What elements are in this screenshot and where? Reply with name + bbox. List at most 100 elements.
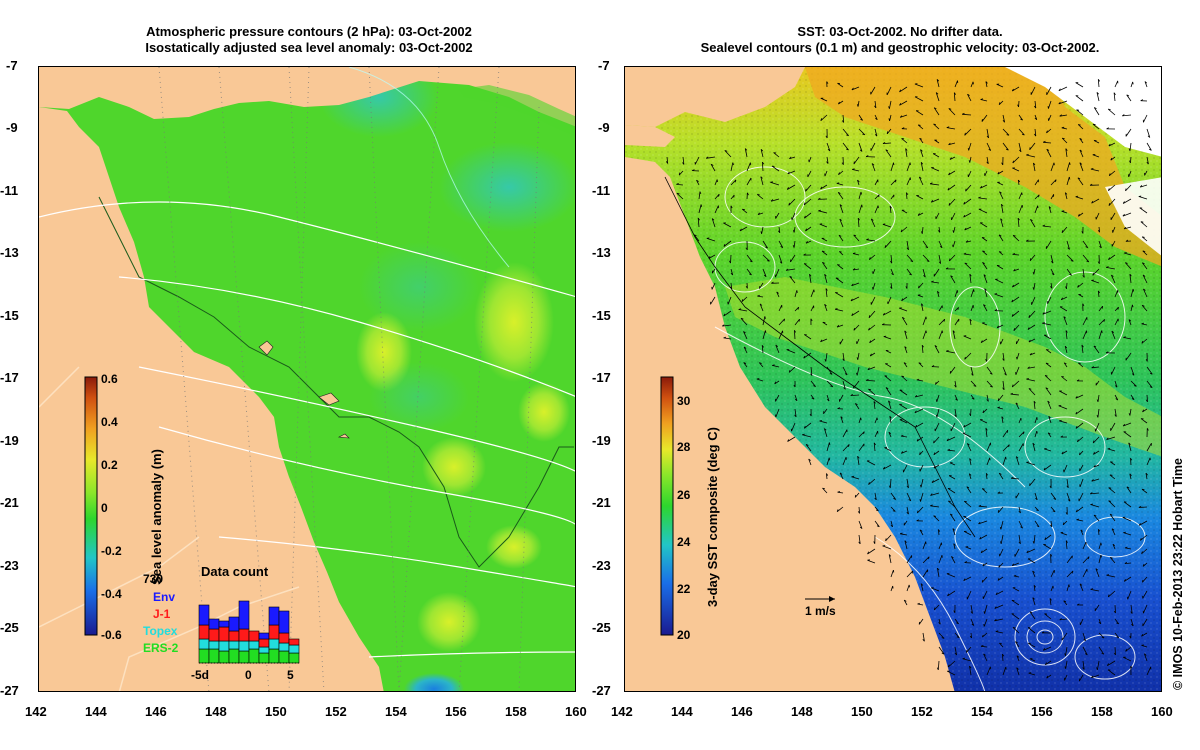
velocity-arrow bbox=[804, 212, 812, 219]
velocity-arrow bbox=[1059, 420, 1068, 424]
velocity-arrow-head bbox=[1066, 485, 1069, 489]
velocity-arrow-head bbox=[971, 373, 974, 376]
velocity-arrow-head bbox=[1128, 148, 1131, 151]
velocity-arrow bbox=[824, 304, 828, 312]
velocity-arrow-head bbox=[997, 406, 1000, 408]
velocity-arrow bbox=[1034, 506, 1039, 511]
velocity-arrow bbox=[1011, 296, 1020, 303]
velocity-arrow-head bbox=[915, 424, 918, 428]
velocity-arrow bbox=[1144, 170, 1148, 176]
velocity-arrow-head bbox=[951, 556, 954, 559]
velocity-arrow-head bbox=[948, 108, 952, 110]
left-ytick-2: -11 bbox=[0, 183, 19, 198]
velocity-arrow-head bbox=[834, 308, 838, 310]
velocity-arrow-head bbox=[967, 443, 970, 446]
velocity-arrow bbox=[1093, 107, 1100, 116]
velocity-arrow-head bbox=[964, 500, 967, 503]
velocity-arrow-head bbox=[873, 401, 876, 404]
velocity-arrow bbox=[982, 408, 988, 414]
velocity-arrow-head bbox=[1079, 162, 1083, 165]
velocity-arrow-head bbox=[1111, 330, 1115, 334]
velocity-arrow-head bbox=[963, 424, 966, 428]
velocity-arrow-head bbox=[1132, 304, 1134, 308]
velocity-arrow-head bbox=[1049, 485, 1052, 489]
velocity-arrow bbox=[872, 282, 876, 290]
velocity-arrow-head bbox=[1113, 92, 1116, 96]
velocity-arrow bbox=[1144, 81, 1148, 88]
velocity-arrow-head bbox=[770, 199, 774, 202]
velocity-arrow bbox=[1066, 240, 1070, 250]
velocity-arrow bbox=[889, 416, 892, 424]
velocity-arrow bbox=[1075, 95, 1084, 102]
velocity-arrow-head bbox=[1064, 666, 1067, 669]
velocity-arrow bbox=[1050, 585, 1054, 592]
velocity-arrow bbox=[1027, 366, 1036, 369]
velocity-arrow-head bbox=[1093, 452, 1095, 455]
velocity-arrow bbox=[981, 237, 988, 242]
velocity-arrow-head bbox=[1111, 274, 1114, 277]
velocity-arrow-head bbox=[1081, 231, 1084, 234]
velocity-arrow bbox=[1048, 114, 1052, 121]
velocity-arrow-head bbox=[919, 529, 923, 532]
velocity-arrow-head bbox=[938, 261, 942, 264]
velocity-arrow-head bbox=[1034, 117, 1038, 121]
velocity-arrow bbox=[1114, 290, 1119, 298]
velocity-arrow-head bbox=[882, 466, 886, 470]
velocity-arrow bbox=[1030, 86, 1036, 95]
velocity-arrow-head bbox=[1107, 594, 1110, 598]
velocity-arrow-head bbox=[1002, 653, 1005, 657]
velocity-arrow bbox=[882, 545, 892, 550]
velocity-arrow bbox=[1107, 669, 1116, 676]
velocity-arrow bbox=[937, 660, 940, 670]
velocity-arrow-head bbox=[926, 260, 930, 262]
velocity-arrow bbox=[676, 184, 684, 186]
velocity-arrow bbox=[1082, 646, 1088, 656]
velocity-arrow bbox=[793, 226, 796, 233]
velocity-arrow-head bbox=[1080, 529, 1084, 532]
velocity-arrow-head bbox=[794, 414, 797, 418]
velocity-arrow-head bbox=[1140, 221, 1144, 223]
velocity-arrow bbox=[1046, 149, 1052, 158]
velocity-arrow bbox=[1002, 456, 1007, 466]
velocity-arrow bbox=[787, 184, 796, 190]
velocity-arrow-head bbox=[837, 491, 841, 493]
velocity-arrow bbox=[1122, 212, 1132, 217]
velocity-arrow-head bbox=[722, 324, 725, 327]
velocity-arrow bbox=[1093, 345, 1100, 354]
velocity-arrow bbox=[1034, 194, 1040, 200]
velocity-arrow bbox=[1108, 184, 1116, 192]
velocity-arrow bbox=[1047, 432, 1052, 438]
velocity-arrow bbox=[839, 204, 844, 214]
velocity-arrow bbox=[1002, 444, 1010, 452]
velocity-arrow bbox=[1082, 660, 1085, 670]
velocity-arrow bbox=[906, 506, 909, 515]
velocity-arrow-head bbox=[1058, 88, 1061, 91]
velocity-arrow-head bbox=[1002, 358, 1005, 361]
velocity-arrow bbox=[915, 422, 924, 428]
velocity-arrow bbox=[778, 330, 783, 340]
velocity-arrow bbox=[1050, 268, 1055, 276]
velocity-arrow-head bbox=[1106, 266, 1109, 268]
velocity-arrow bbox=[840, 416, 844, 424]
data-count-bar-segment bbox=[248, 648, 260, 664]
velocity-arrow bbox=[1098, 240, 1102, 249]
velocity-arrow bbox=[1049, 598, 1052, 606]
velocity-arrow-head bbox=[869, 353, 872, 357]
velocity-arrow-head bbox=[1065, 540, 1068, 543]
velocity-arrow-head bbox=[908, 499, 912, 502]
velocity-arrow bbox=[906, 240, 909, 250]
velocity-arrow-head bbox=[1097, 229, 1100, 233]
velocity-arrow bbox=[1045, 387, 1052, 396]
velocity-arrow-head bbox=[1063, 600, 1067, 603]
velocity-arrow bbox=[851, 282, 860, 287]
velocity-arrow-head bbox=[1032, 597, 1035, 600]
velocity-arrow bbox=[1011, 613, 1020, 620]
velocity-arrow-head bbox=[981, 579, 984, 583]
velocity-arrow-head bbox=[900, 451, 904, 454]
velocity-arrow-head bbox=[1085, 246, 1088, 249]
velocity-arrow bbox=[948, 475, 956, 480]
velocity-arrow-head bbox=[933, 607, 936, 611]
velocity-arrow bbox=[934, 139, 940, 144]
velocity-arrow-head bbox=[809, 273, 812, 277]
velocity-arrow bbox=[1066, 176, 1070, 186]
